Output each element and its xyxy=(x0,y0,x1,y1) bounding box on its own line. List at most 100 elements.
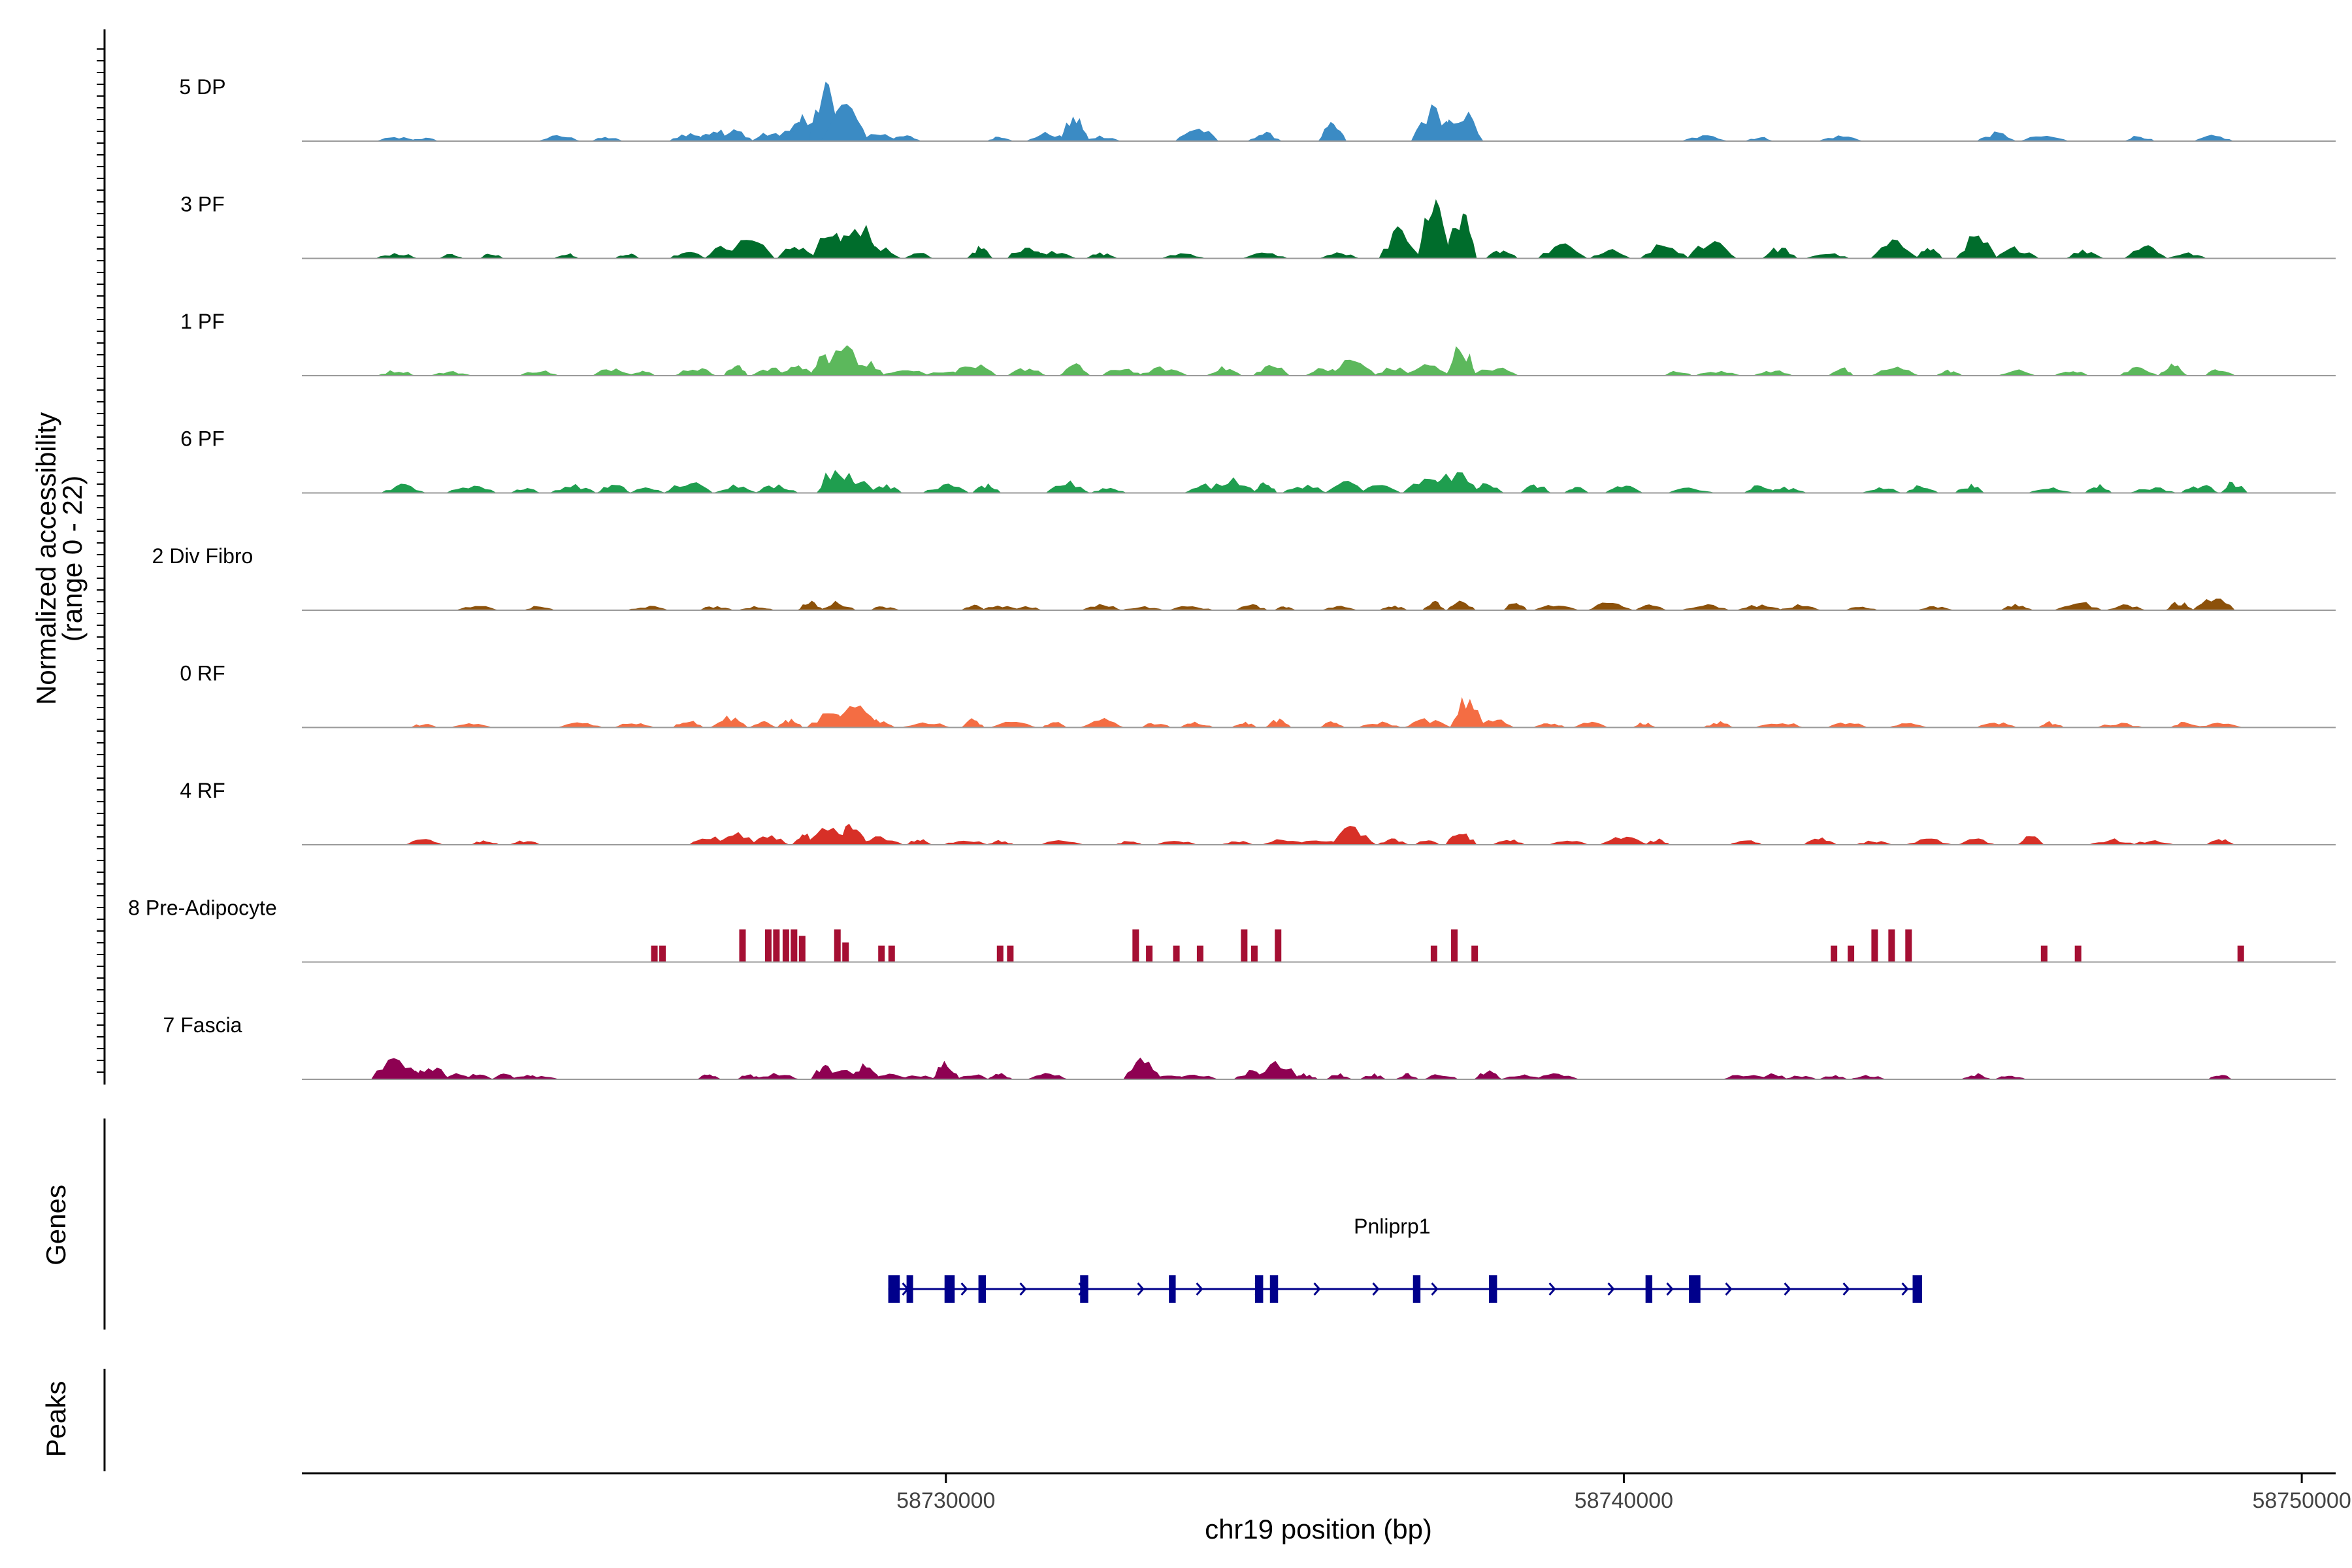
peak-mark xyxy=(1439,111,1484,141)
peak-mark xyxy=(672,721,704,728)
peak-mark xyxy=(407,137,441,141)
peak-mark xyxy=(820,104,869,141)
peak-mark xyxy=(798,936,806,962)
exon-block xyxy=(1488,1275,1497,1303)
peak-mark xyxy=(1870,239,1920,259)
peak-mark xyxy=(1007,945,1014,962)
peak-mark xyxy=(651,945,658,962)
x-axis-ticks: 58730000 58740000 58750000 xyxy=(896,1473,2351,1513)
peak-mark xyxy=(1241,929,1248,962)
peak-mark xyxy=(1777,604,1823,610)
peak-mark xyxy=(1736,604,1783,610)
peak-mark xyxy=(2123,245,2168,259)
peak-mark xyxy=(1264,718,1292,728)
peak-mark xyxy=(663,482,713,493)
peak-mark xyxy=(1204,477,1257,493)
peak-mark xyxy=(2180,485,2220,493)
peak-mark xyxy=(1115,841,1143,845)
peak-mark xyxy=(1761,247,1798,259)
peak-mark xyxy=(1082,135,1122,141)
peak-mark xyxy=(2128,487,2178,493)
exon-block xyxy=(1645,1275,1653,1303)
strand-arrow xyxy=(1784,1282,1791,1296)
peak-mark xyxy=(1445,346,1477,376)
peak-mark xyxy=(2129,840,2176,845)
peak-mark xyxy=(371,1058,423,1079)
peak-mark xyxy=(1254,1060,1302,1079)
peak-mark xyxy=(1252,365,1290,376)
track-1: 3 PF xyxy=(180,193,2336,259)
exon-block xyxy=(1912,1275,1923,1303)
peak-mark xyxy=(2027,487,2074,493)
peak-mark xyxy=(777,718,804,728)
peak-mark xyxy=(1026,1073,1069,1079)
peak-mark xyxy=(1328,359,1377,376)
track-label: 1 PF xyxy=(180,310,225,333)
peak-mark xyxy=(1783,1075,1818,1079)
track-2: 1 PF xyxy=(180,310,2336,376)
peak-mark xyxy=(1451,929,1458,962)
peak-mark xyxy=(889,135,922,141)
peak-mark xyxy=(1090,487,1127,493)
peak-mark xyxy=(932,1060,960,1079)
strand-arrow xyxy=(1725,1282,1733,1296)
peak-mark xyxy=(1450,696,1486,728)
peak-mark xyxy=(782,929,789,962)
peak-mark xyxy=(1231,721,1258,728)
peak-mark xyxy=(537,135,582,141)
peak-mark xyxy=(1325,1073,1353,1079)
peak-mark xyxy=(669,252,708,259)
peak-mark xyxy=(1870,367,1920,376)
peak-mark xyxy=(986,137,1014,141)
peak-mark xyxy=(834,929,841,962)
peak-mark xyxy=(1318,252,1361,259)
peak-mark xyxy=(1471,945,1478,962)
x-axis: 58730000 58740000 58750000 xyxy=(302,1472,2351,1513)
peak-mark xyxy=(1995,246,2040,259)
strand-arrow xyxy=(1548,1282,1556,1296)
peak-mark xyxy=(832,225,884,259)
peak-mark xyxy=(1744,137,1775,141)
peak-mark xyxy=(1756,1073,1789,1079)
peak-mark xyxy=(1634,604,1668,610)
peak-mark xyxy=(867,484,902,493)
peak-mark xyxy=(1803,837,1838,845)
peak-mark xyxy=(1429,472,1479,493)
peak-mark xyxy=(710,715,748,728)
peak-mark xyxy=(1196,945,1203,962)
x-axis-label: chr19 position (bp) xyxy=(1205,1514,1432,1544)
peak-mark xyxy=(1173,945,1180,962)
peak-mark xyxy=(2192,598,2236,610)
peak-mark xyxy=(764,929,772,962)
peak-mark xyxy=(777,246,817,259)
peak-mark xyxy=(1904,838,1954,845)
peak-mark xyxy=(613,723,655,728)
peak-mark xyxy=(1818,1075,1850,1079)
track-label: 6 PF xyxy=(180,427,225,451)
track-3: 6 PF xyxy=(180,427,2336,494)
peak-mark xyxy=(2220,482,2248,493)
peak-mark xyxy=(1804,253,1850,259)
peak-mark xyxy=(2164,602,2195,610)
peak-mark xyxy=(1976,722,2017,728)
exon-block xyxy=(888,1275,900,1303)
exon-block xyxy=(944,1275,955,1303)
peak-mark xyxy=(1474,1070,1503,1079)
peak-mark xyxy=(2000,604,2034,610)
peak-mark xyxy=(1123,1057,1162,1079)
peak-mark xyxy=(1994,1075,2027,1079)
peak-mark xyxy=(961,718,985,728)
peak-mark xyxy=(697,606,734,610)
peak-mark xyxy=(1025,131,1070,141)
peak-mark xyxy=(844,361,885,376)
peak-mark xyxy=(943,840,990,845)
peak-mark xyxy=(1085,252,1119,259)
peak-mark xyxy=(1533,723,1566,728)
peak-mark xyxy=(375,253,418,259)
peak-mark xyxy=(1422,600,1446,610)
peak-mark xyxy=(549,483,596,493)
peak-mark xyxy=(2087,838,2136,845)
peak-mark xyxy=(842,942,849,962)
peak-mark xyxy=(1485,250,1518,259)
peak-mark xyxy=(1818,135,1864,141)
